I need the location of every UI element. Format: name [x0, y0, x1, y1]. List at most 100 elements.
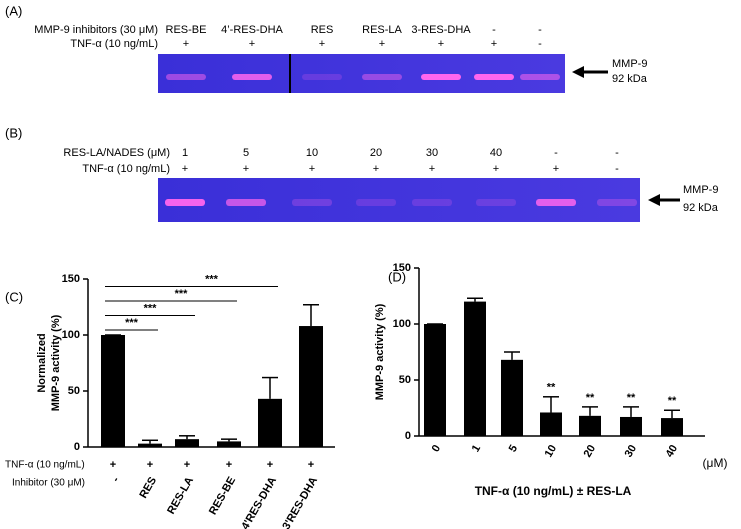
bar [138, 443, 162, 447]
significance-label: ** [586, 392, 595, 404]
tnf-label: + [184, 459, 190, 471]
panel-label: (D) [388, 269, 406, 284]
y-tick-label: 100 [393, 318, 411, 330]
bar [620, 416, 642, 436]
x-tick-label: 30 [623, 443, 640, 460]
lane-label: RES-BE [166, 24, 207, 36]
gel-band [597, 199, 637, 206]
x-tick-label: 40 [664, 443, 681, 460]
x-tick-label: 5 [507, 443, 520, 454]
panel-label: (A) [5, 3, 22, 18]
lane-label: 4’-RES-DHA [221, 24, 283, 36]
y-axis-label: Normalized [36, 333, 48, 392]
tnf-label: + [110, 459, 116, 471]
row-label: Inhibitor (30 μM) [12, 478, 85, 489]
tnf-label: + [147, 459, 153, 471]
lane-label: RES-LA [362, 24, 402, 36]
bar [299, 326, 323, 447]
marker-label: MMP-9 [612, 58, 647, 70]
lane-tnf: + [243, 163, 249, 175]
y-axis-label: MMP-9 activity (%) [374, 303, 386, 400]
lane-tnf: + [379, 38, 385, 50]
y-tick-label: 100 [62, 329, 80, 341]
lane-tnf: + [491, 38, 497, 50]
significance-label: ** [668, 395, 677, 407]
significance-label: *** [205, 273, 219, 285]
lane-tnf: + [438, 38, 444, 50]
x-tick-label: RES-BE [207, 475, 238, 517]
significance-label: ** [627, 392, 636, 404]
lane-tnf: + [373, 163, 379, 175]
gel-band [356, 199, 396, 206]
lane-tnf: - [538, 38, 542, 50]
lane-tnf: + [249, 38, 255, 50]
row-label: TNF-α (10 ng/mL) [70, 38, 158, 50]
lane-tnf: + [309, 163, 315, 175]
bar [424, 324, 446, 436]
y-tick-label: 50 [68, 385, 80, 397]
lane-label: 5 [243, 147, 249, 159]
gel-band [476, 199, 516, 206]
tnf-label: + [226, 459, 232, 471]
gel-band [292, 199, 332, 206]
gel-band [412, 199, 452, 206]
gel-band [536, 199, 576, 206]
lane-label: 20 [370, 147, 382, 159]
gel-band [165, 199, 205, 206]
x-tick-label: 0 [430, 443, 443, 454]
bar [175, 439, 199, 447]
significance-label: ** [547, 382, 556, 394]
lane-label: 3-RES-DHA [411, 24, 471, 36]
significance-label: *** [125, 317, 139, 329]
significance-label: *** [144, 302, 158, 314]
arrow-b [648, 194, 680, 206]
arrow-a [572, 66, 608, 78]
panel-label: (B) [5, 125, 22, 140]
bar [540, 412, 562, 436]
row-label: RES-LA/NADES (μM) [63, 147, 170, 159]
bar [579, 415, 601, 436]
gel-band [474, 74, 514, 80]
marker-label: 92 kDa [683, 202, 719, 214]
y-tick-label: 0 [405, 430, 411, 442]
lane-label: 1 [182, 147, 188, 159]
x-tick-label: 4'RES-DHA [239, 475, 279, 529]
x-axis-label: TNF-α (10 ng/mL) ± RES-LA [475, 484, 632, 498]
x-tick-label: - [110, 475, 122, 484]
gel-band [232, 74, 272, 80]
gel-band [421, 74, 461, 80]
lane-label: 30 [426, 147, 438, 159]
lane-label: 10 [306, 147, 318, 159]
x-tick-label: 10 [543, 443, 560, 460]
bar [101, 335, 125, 447]
tnf-label: + [267, 459, 273, 471]
significance-label: *** [175, 288, 189, 300]
gel-band [362, 74, 402, 80]
x-tick-label: 20 [582, 443, 599, 460]
gel-band [226, 199, 266, 206]
row-label: TNF-α (10 ng/mL) [82, 163, 170, 175]
gel-band [520, 74, 560, 80]
y-tick-label: 0 [74, 441, 80, 453]
x-unit: (μM) [703, 456, 728, 470]
marker-label: 92 kDa [612, 73, 648, 85]
lane-label: 40 [490, 147, 502, 159]
y-tick-label: 150 [393, 262, 411, 274]
lane-tnf: + [182, 163, 188, 175]
x-tick-label: 1 [470, 443, 483, 454]
x-tick-label: 3'RES-DHA [280, 475, 320, 529]
gel-band [302, 74, 342, 80]
bar [217, 441, 241, 447]
gel-a [158, 54, 565, 93]
bar [661, 418, 683, 436]
y-axis-label: MMP-9 activity (%) [50, 314, 62, 411]
x-tick-label: RES [137, 475, 159, 501]
x-tick-label: RES-LA [165, 475, 196, 517]
lane-label: RES [311, 24, 334, 36]
lane-tnf: + [493, 163, 499, 175]
lane-tnf: + [319, 38, 325, 50]
panel-label: (C) [5, 289, 23, 304]
row-label: MMP-9 inhibitors (30 μM) [34, 24, 158, 36]
marker-label: MMP-9 [683, 184, 718, 196]
